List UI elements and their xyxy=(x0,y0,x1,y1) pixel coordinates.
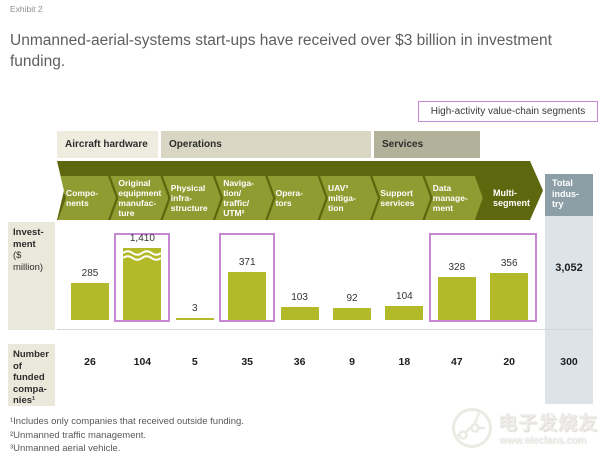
segment-header-label: Compo- nents xyxy=(66,188,99,208)
companies-count: 26 xyxy=(84,356,96,368)
investment-bar-original-equipment-manufacture xyxy=(123,248,162,320)
total-investment-value: 3,052 xyxy=(555,262,583,274)
row-label-investment-bold: Invest- ment xyxy=(13,227,44,250)
segment-header-uav-mitigation: UAV³ mitiga- tion xyxy=(320,176,378,220)
segment-header-original-equipment-manufacture: Original equipment manufac- ture xyxy=(110,176,168,220)
watermark: 电子发烧友 www.elecfans.com xyxy=(448,404,598,456)
segment-header-support-services: Support services xyxy=(372,176,430,220)
investment-value-label: 356 xyxy=(500,258,518,270)
investment-value-label: 3 xyxy=(192,303,198,314)
segment-header-components: Compo- nents xyxy=(58,176,116,220)
row-separator-line xyxy=(57,329,593,330)
elecfans-logo-icon xyxy=(452,408,492,448)
companies-count: 35 xyxy=(241,356,254,368)
segment-header-label: UAV³ mitiga- tion xyxy=(328,183,356,213)
watermark-url: www.elecfans.com xyxy=(499,434,586,446)
segment-header-label: Naviga- tion/ traffic/ UTM² xyxy=(223,178,254,218)
axis-break-icon xyxy=(123,250,162,261)
investment-value-label: 371 xyxy=(238,256,256,268)
companies-count: 18 xyxy=(398,356,411,368)
total-companies-value: 300 xyxy=(560,356,578,368)
highlight-box xyxy=(219,233,276,322)
footnotes: ¹Includes only companies that received o… xyxy=(10,415,244,456)
companies-count: 36 xyxy=(293,356,306,368)
footnote: ³Unmanned aerial vehicle. xyxy=(10,443,121,454)
segment-header-multi-segment: Multi- segment xyxy=(493,187,531,208)
investment-bar-navigation-traffic-utm- xyxy=(228,271,267,320)
exhibit-label: Exhibit 2 xyxy=(10,4,43,14)
investment-bar-support-services xyxy=(385,306,424,320)
segment-header-label: Support services xyxy=(380,188,415,208)
footnote: ¹Includes only companies that received o… xyxy=(10,416,244,427)
segment-header-data-management: Data manage- ment xyxy=(425,176,483,220)
investment-bar-data-management xyxy=(437,277,476,320)
investment-value-label: 104 xyxy=(396,291,413,303)
watermark-brand: 电子发烧友 xyxy=(498,413,599,434)
row-label-investment: Invest- ment ($ million) xyxy=(8,222,55,330)
investment-value-label: 328 xyxy=(448,262,466,274)
investment-bar-multi-segment xyxy=(490,273,529,320)
segment-header-operators: Opera- tors xyxy=(268,176,326,220)
investment-value-label: 103 xyxy=(291,291,308,303)
group-aircraft-hardware: Aircraft hardware xyxy=(57,131,158,158)
page-title: Unmanned-aerial-systems start-ups have r… xyxy=(10,32,552,70)
companies-count: 104 xyxy=(133,356,152,368)
segment-header-label: Physical infra- structure xyxy=(170,183,208,213)
high-activity-legend: High-activity value-chain segments xyxy=(418,101,598,122)
companies-count: 47 xyxy=(450,356,463,368)
investment-bar-physical-infrastructure xyxy=(175,318,214,320)
investment-value-label: 285 xyxy=(81,267,99,279)
investment-bar-components xyxy=(71,282,109,320)
investment-bar-operators xyxy=(280,306,319,320)
footnote: ²Unmanned traffic management. xyxy=(10,429,147,441)
segment-header-label: Opera- tors xyxy=(275,188,303,208)
group-operations: Operations xyxy=(161,131,371,158)
segment-header-label: Data manage- ment xyxy=(432,183,468,213)
companies-count: 9 xyxy=(349,356,355,368)
group-services: Services xyxy=(374,131,480,158)
companies-count: 5 xyxy=(191,356,198,368)
row-label-companies: Number of funded compa- nies¹ xyxy=(8,344,55,406)
highlight-box xyxy=(428,233,538,322)
segment-header-label: Original equipment manufac- ture xyxy=(118,178,162,218)
highlight-box xyxy=(114,233,171,322)
total-industry-column xyxy=(545,216,593,404)
total-industry-header: Total indus- try xyxy=(545,174,593,216)
high-activity-legend-label: High-activity value-chain segments xyxy=(430,106,586,117)
investment-bar-uav-mitigation xyxy=(333,307,371,320)
investment-value-label: 1,410 xyxy=(129,233,155,244)
companies-count: 20 xyxy=(503,356,516,368)
investment-value-label: 92 xyxy=(346,292,358,304)
segment-header-navigation-traffic-utm-: Naviga- tion/ traffic/ UTM² xyxy=(215,176,273,220)
value-chain-arrow-band: Multi- segment Compo- nents Original equi… xyxy=(57,161,543,220)
segment-header-physical-infrastructure: Physical infra- structure xyxy=(163,176,221,220)
